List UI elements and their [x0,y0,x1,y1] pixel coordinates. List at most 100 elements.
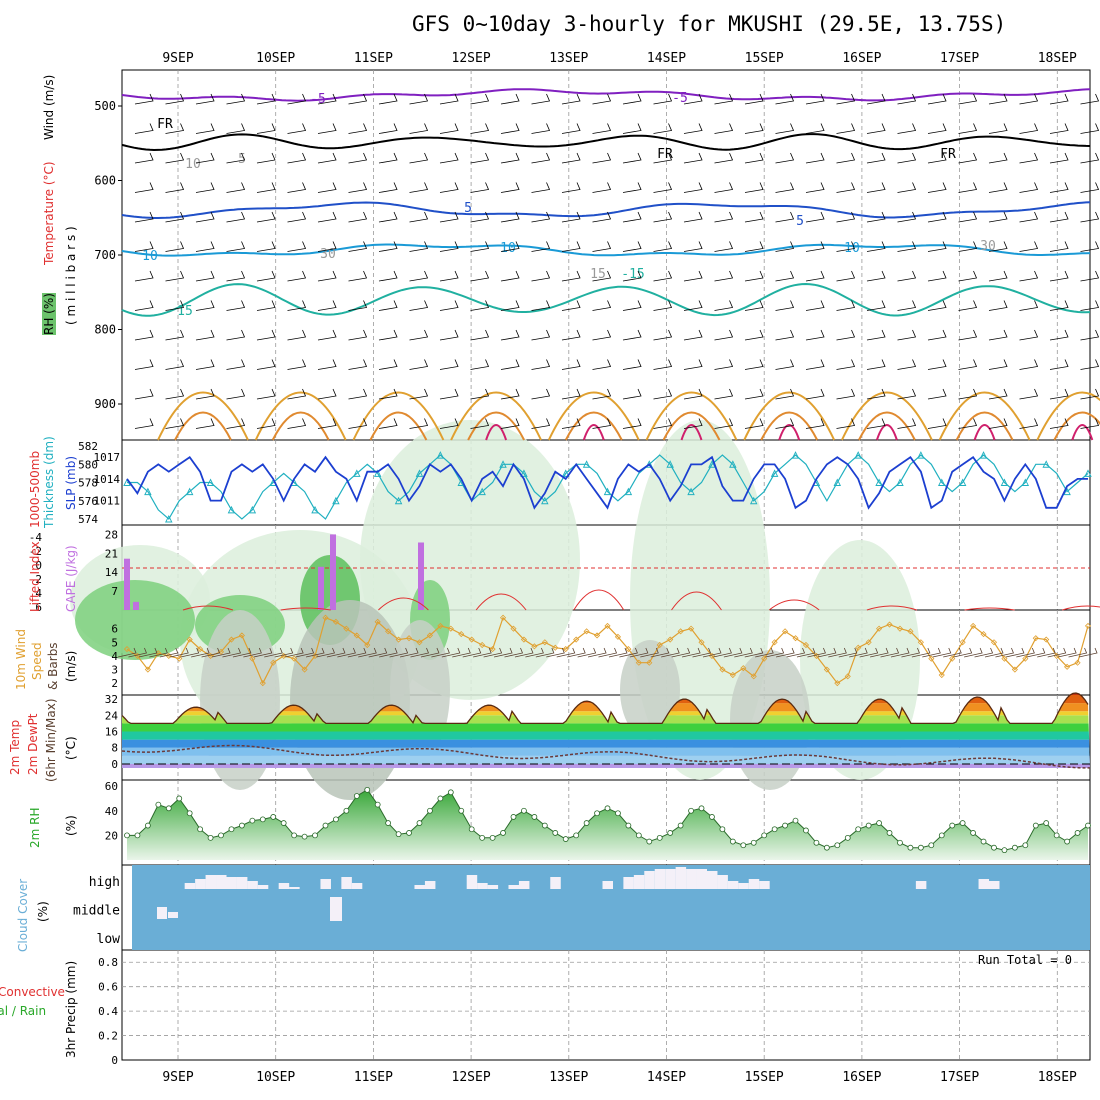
wind-barb [348,418,368,429]
cloud-high-bar [424,881,436,889]
wind-barb [958,388,978,400]
wind-barb [988,182,1008,193]
wind10-barb [765,647,785,658]
thickness-marker [227,505,236,514]
wind10-marker [1032,635,1039,642]
date-label-bottom: 10SEP [256,1070,295,1085]
rh2m-area [127,789,1088,860]
contour-warm-inner [1053,411,1100,441]
temp2m-label3: (6hr Min/Max) [44,698,58,783]
wind-barb [317,93,337,105]
wind10-barb [755,647,774,658]
temp2m-label2: 2m DewPt [26,713,40,775]
wind10-barb [358,647,377,658]
thickness-marker [248,505,257,514]
wind-barb [500,152,520,164]
wind10-barb [222,647,242,658]
thickness-marker [750,496,758,505]
cloud-high-bar [477,883,488,889]
wind-barb [1080,241,1100,252]
wind-barb [1049,211,1069,223]
thickness-marker [687,487,695,496]
wind-barb [866,359,886,370]
wind10-barb [191,647,210,658]
contour-warm [840,391,933,441]
wind-barb [531,300,551,311]
wind10-marker [228,636,235,643]
wind10-marker [259,680,266,687]
cloud-high-bar [633,875,645,889]
thickness-marker [875,478,883,486]
wind10-label2: Speed [30,642,44,680]
wind-barb [866,123,886,134]
slp-tick-label: 1014 [94,473,121,486]
contour-label: 15 [590,267,606,282]
wind-barb [744,123,764,134]
wind10-barb [661,647,680,658]
rh2m-point [301,833,308,840]
wind-barb [134,300,154,311]
wind10-marker [917,639,924,646]
rh2m-point [437,795,444,802]
rh2m-point [1001,847,1008,854]
wind-barb [409,300,429,311]
wind-barb [195,123,215,134]
upper-temp-label: Temperature (°C) [42,161,56,265]
wind-barb [378,182,398,193]
wind-barb [805,270,825,282]
wind10-marker [541,639,548,646]
li-tick-label: -2 [29,545,42,558]
cloud-high-bar [320,879,331,889]
rh2m-point [583,820,590,826]
temp2m-line [121,692,1089,725]
wind-barb [958,418,978,429]
wind10-barb [817,647,837,658]
temp-band [122,739,1090,748]
date-label-top: 14SEP [647,51,686,66]
wind-barb [714,211,734,223]
slp-thick-label2: 1000-500mb [28,450,42,528]
wind-barb [531,241,551,252]
wind-barb [226,152,246,164]
wind-barb [409,182,429,193]
rh2m-point [897,839,903,846]
cloud-high-bar [508,885,519,889]
wind-barb [653,241,673,252]
wind-barb [805,123,825,134]
wind-barb [653,182,673,193]
wind-barb [683,93,703,105]
rh2m-point [165,805,172,812]
wind-barb [836,123,856,134]
cloud-high-bar [623,877,634,889]
wind-barb [653,329,673,341]
wind-barb [348,241,368,252]
wind-barb [226,211,246,223]
wind-barb [897,270,917,282]
wind-barb [378,152,398,164]
wind-barb [439,241,459,252]
wind-barb [348,123,368,134]
wind10-barb [1078,647,1098,658]
wind-barb [531,93,551,105]
wind-barb [836,93,856,105]
wind-barb [805,182,825,193]
thickness-marker [353,469,361,477]
cloud-high-bar [696,869,708,889]
wind10-marker [959,639,966,646]
wind10-barb [1058,647,1077,658]
rh2m-tick-label: 20 [105,829,118,842]
li-hump [182,605,234,611]
contour-warm [157,391,249,441]
li-hump [378,597,429,611]
wind-barb [500,241,520,252]
wind-barb [561,300,581,311]
cloud-high-bar [216,875,227,889]
thickness-marker [917,451,925,459]
contour-15 [121,282,1091,317]
wind-barb [409,152,429,164]
cloud-high-bar [738,883,749,889]
rh2m-point [646,838,653,845]
rh2m-point [207,834,214,841]
wind-barb [897,182,917,193]
wind10-marker [687,625,695,632]
